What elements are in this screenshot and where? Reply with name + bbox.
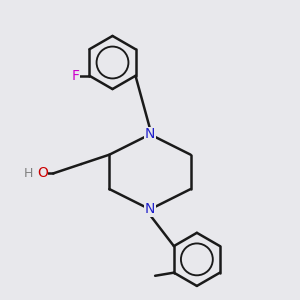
Text: H: H [23,167,33,180]
Text: F: F [71,69,80,83]
Text: O: O [37,167,48,180]
Text: N: N [145,128,155,141]
Text: N: N [145,202,155,216]
